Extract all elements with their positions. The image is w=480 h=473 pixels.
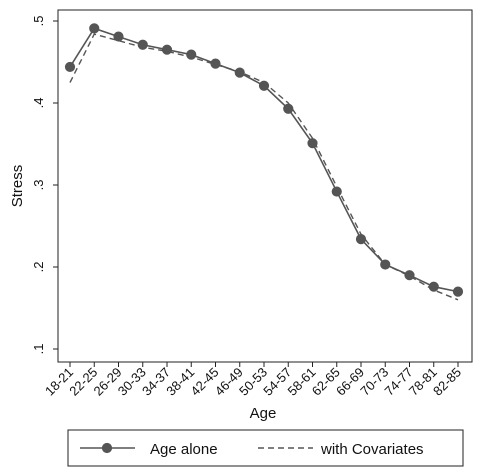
x-axis-title: Age: [250, 405, 277, 422]
data-point-age-alone: [452, 286, 464, 297]
y-tick-label: .2: [31, 262, 46, 273]
data-point-age-alone: [234, 67, 245, 78]
x-axis: 18-2122-2526-2930-3334-3738-4142-4546-49…: [42, 362, 464, 399]
legend-label-with-covariates: with Covariates: [320, 441, 424, 458]
plot-frame: [57, 9, 473, 363]
y-tick-label: .5: [31, 16, 46, 27]
legend-label-age-alone: Age alone: [150, 441, 218, 458]
data-point-age-alone: [89, 23, 100, 34]
series-line-age-alone: [69, 27, 459, 293]
data-point-age-alone: [404, 270, 415, 281]
data-point-age-alone: [331, 186, 342, 197]
legend-marker-age-alone: [101, 442, 113, 454]
y-tick-label: .3: [31, 180, 46, 191]
data-point-age-alone: [64, 61, 76, 73]
y-axis-title: Stress: [9, 165, 26, 208]
y-tick-label: .4: [31, 98, 46, 109]
y-tick-label: .1: [31, 344, 46, 355]
series-layer: [64, 23, 464, 301]
data-point-age-alone: [137, 39, 148, 50]
x-tick-label: 82-85: [430, 365, 464, 399]
series-line-with-covariates: [69, 33, 459, 301]
data-point-age-alone: [113, 31, 124, 42]
data-point-age-alone: [161, 44, 173, 55]
y-axis: .1 .2 .3 .4 .5: [31, 16, 58, 355]
data-point-age-alone: [258, 80, 270, 91]
data-point-age-alone: [210, 58, 221, 69]
legend: Age alone with Covariates: [67, 429, 464, 467]
data-point-age-alone: [355, 234, 367, 245]
data-point-age-alone: [307, 138, 318, 149]
data-point-age-alone: [283, 103, 294, 114]
data-point-age-alone: [380, 259, 391, 270]
data-point-age-alone: [186, 49, 197, 60]
data-point-age-alone: [428, 281, 439, 292]
legend-box: [67, 429, 464, 467]
